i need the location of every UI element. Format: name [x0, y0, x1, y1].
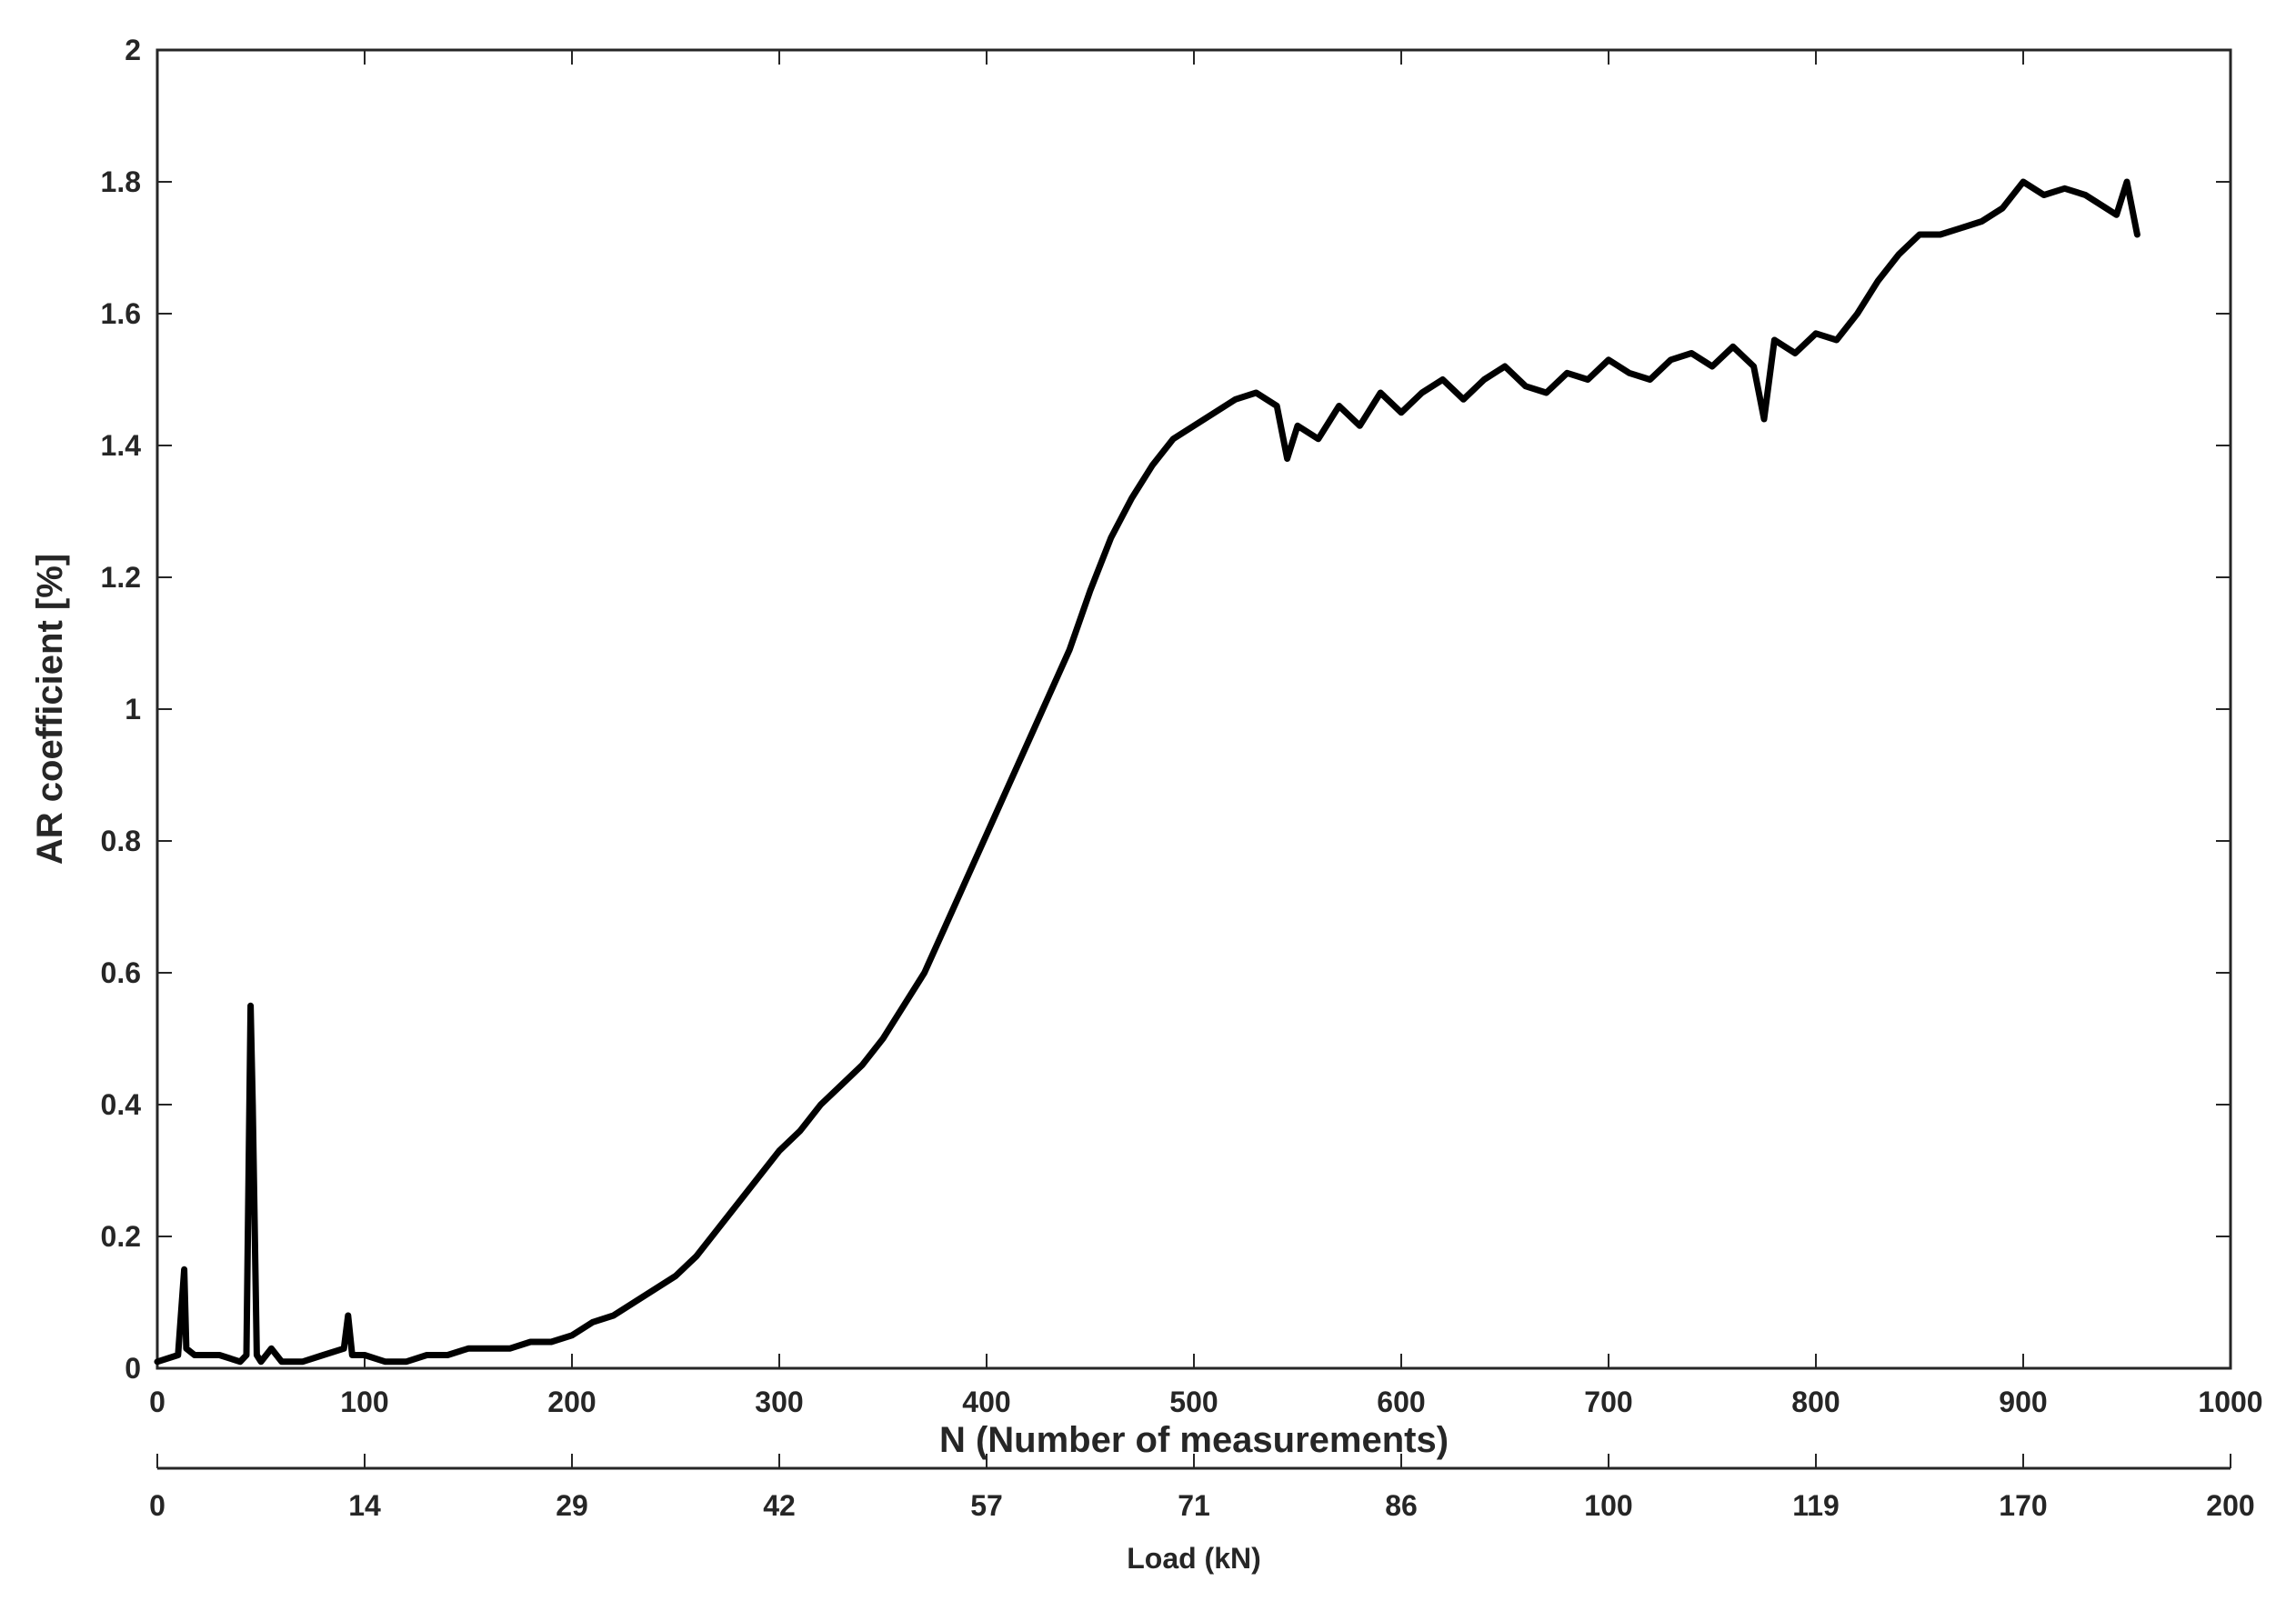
series-line	[154, 178, 2141, 1366]
secondary-x-tick-label: 29	[556, 1489, 588, 1522]
y-tick-label: 2	[125, 34, 141, 66]
y-tick-label: 1.2	[101, 561, 141, 594]
y-tick-label: 0.8	[101, 825, 141, 857]
x-tick-label: 100	[340, 1386, 388, 1418]
plot-area	[155, 48, 2232, 1370]
x-tick-label: 600	[1377, 1386, 1425, 1418]
secondary-x-tick-marks	[156, 1454, 2231, 1468]
secondary-x-axis-label: Load (kN)	[1127, 1542, 1261, 1575]
tick-marks	[156, 49, 2231, 1369]
y-tick-labels: 0 0.2 0.4 0.6 0.8 1 1.2 1.4 1.6 1.8 2	[101, 34, 142, 1385]
x-tick-label: 700	[1584, 1386, 1632, 1418]
secondary-x-tick-label: 200	[2206, 1489, 2254, 1522]
secondary-x-tick-label: 119	[1792, 1489, 1840, 1522]
secondary-x-tick-label: 14	[348, 1489, 381, 1522]
y-tick-label: 1.8	[101, 165, 141, 198]
y-tick-label: 0	[125, 1352, 141, 1385]
x-tick-label: 300	[755, 1386, 803, 1418]
secondary-x-tick-label: 42	[763, 1489, 796, 1522]
secondary-x-tick-label: 170	[1999, 1489, 2047, 1522]
x-tick-label: 500	[1169, 1386, 1218, 1418]
y-tick-label: 1.6	[101, 297, 141, 330]
x-tick-label: 900	[1999, 1386, 2047, 1418]
y-tick-label: 1.4	[101, 429, 142, 462]
y-tick-label: 1	[125, 693, 141, 725]
y-tick-label: 0.6	[101, 956, 141, 989]
secondary-x-tick-labels: 0 14 29 42 57 71 86 100 119 170 200	[149, 1489, 2255, 1522]
y-axis-label: AR coefficient [%]	[30, 554, 70, 865]
x-tick-labels: 0 100 200 300 400 500 600 700 800 900 1000	[149, 1386, 2262, 1418]
x-axis-label: N (Number of measurements)	[939, 1420, 1449, 1460]
y-tick-label: 0.2	[101, 1220, 141, 1253]
y-tick-label: 0.4	[101, 1088, 142, 1121]
secondary-x-tick-label: 100	[1584, 1489, 1632, 1522]
x-tick-label: 0	[149, 1386, 165, 1418]
secondary-x-tick-label: 71	[1178, 1489, 1210, 1522]
series-layer	[154, 178, 2141, 1366]
x-tick-label: 200	[547, 1386, 596, 1418]
secondary-x-tick-label: 86	[1385, 1489, 1418, 1522]
x-tick-label: 400	[962, 1386, 1010, 1418]
x-tick-label: 1000	[2198, 1386, 2262, 1418]
x-tick-label: 800	[1791, 1386, 1840, 1418]
secondary-x-tick-label: 0	[149, 1489, 165, 1522]
secondary-x-tick-label: 57	[970, 1489, 1003, 1522]
